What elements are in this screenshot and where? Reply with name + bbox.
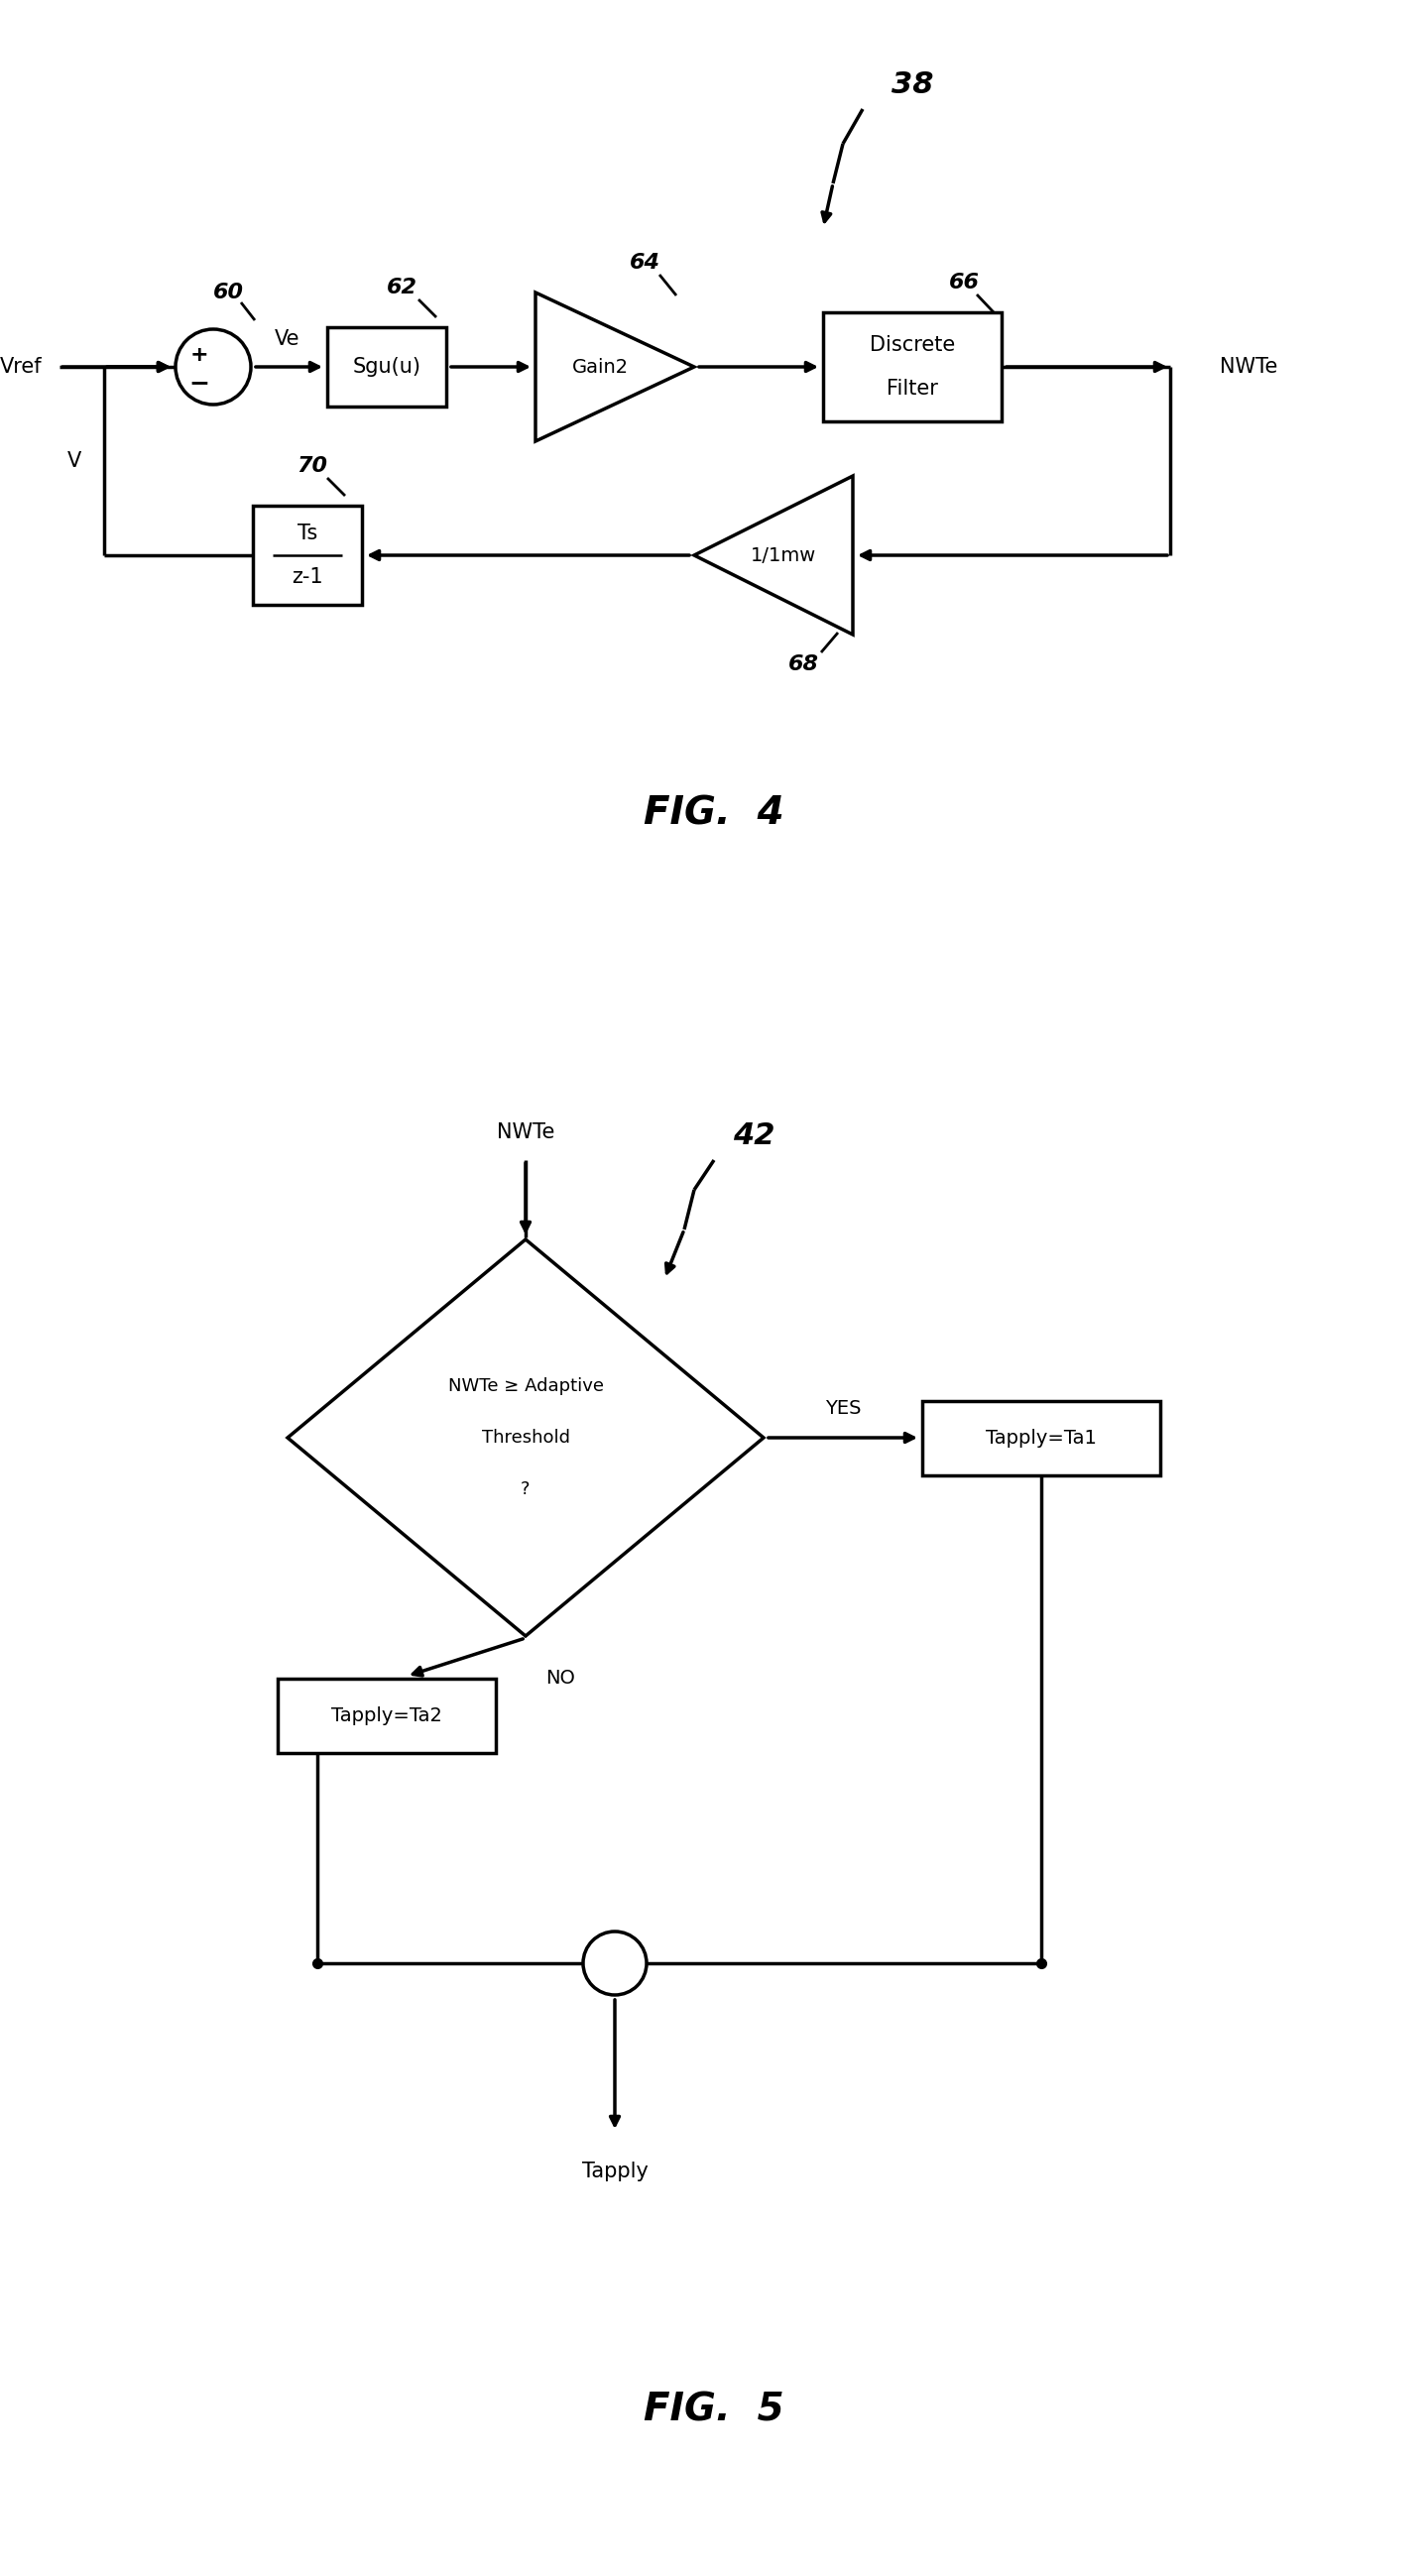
Text: Tapply=Ta1: Tapply=Ta1 <box>986 1427 1097 1448</box>
Text: Tapply=Ta2: Tapply=Ta2 <box>331 1705 442 1726</box>
Text: Sgu(u): Sgu(u) <box>352 358 421 376</box>
Bar <box>278 1677 495 1752</box>
Bar <box>253 505 362 605</box>
Text: 66: 66 <box>949 273 979 294</box>
Text: z-1: z-1 <box>291 567 323 587</box>
Text: NWTe: NWTe <box>497 1123 555 1141</box>
Text: V: V <box>67 451 81 471</box>
Text: Gain2: Gain2 <box>572 358 628 376</box>
Text: FIG.  5: FIG. 5 <box>644 2391 785 2429</box>
Text: 70: 70 <box>297 456 328 477</box>
Text: 38: 38 <box>892 70 933 98</box>
Bar <box>823 312 1002 422</box>
Text: Ve: Ve <box>275 330 300 348</box>
Text: Vref: Vref <box>0 358 41 376</box>
Text: NWTe ≥ Adaptive: NWTe ≥ Adaptive <box>448 1378 604 1396</box>
Text: Discrete: Discrete <box>869 335 955 355</box>
Text: 64: 64 <box>629 252 659 273</box>
Text: +: + <box>190 345 208 366</box>
Text: 42: 42 <box>732 1121 775 1149</box>
Text: Threshold: Threshold <box>481 1430 569 1448</box>
Text: NWTe: NWTe <box>1220 358 1277 376</box>
Text: 1/1mw: 1/1mw <box>751 546 816 564</box>
Text: 68: 68 <box>788 654 819 675</box>
Text: ?: ? <box>521 1481 531 1499</box>
Text: −: − <box>188 371 210 394</box>
Bar <box>327 327 447 407</box>
Text: Ts: Ts <box>297 523 317 544</box>
Text: NO: NO <box>545 1669 575 1687</box>
Text: Tapply: Tapply <box>582 2161 648 2182</box>
Text: 62: 62 <box>387 278 417 296</box>
Bar <box>922 1401 1160 1476</box>
Text: FIG.  4: FIG. 4 <box>644 793 785 832</box>
Text: 60: 60 <box>213 283 244 301</box>
Text: YES: YES <box>825 1399 860 1417</box>
Text: Filter: Filter <box>886 379 938 399</box>
